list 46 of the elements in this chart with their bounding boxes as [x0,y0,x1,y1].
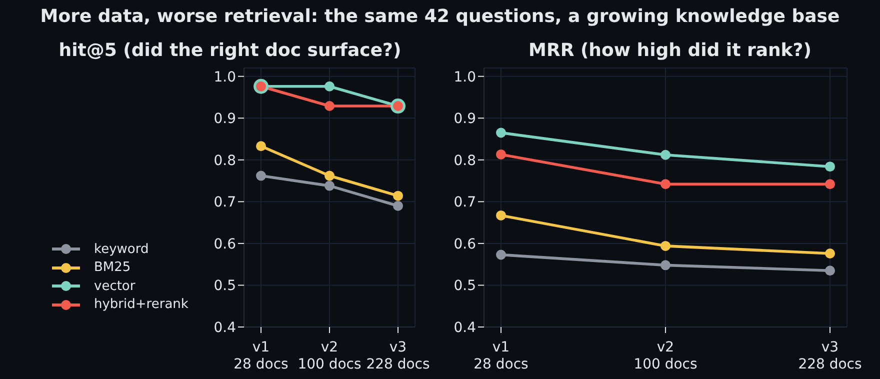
point [496,128,506,138]
legend-label: vector [94,278,136,294]
x-tick-label: v3 228 docs [798,340,862,372]
point [660,150,670,160]
point [660,240,670,251]
point [256,141,266,152]
point [496,210,506,220]
chart-title: MRR (how high did it rank?) [528,40,812,61]
point [393,200,403,211]
x-tick-label: v2 100 docs [634,340,698,372]
point [324,101,334,112]
point [660,260,670,270]
point [496,149,506,160]
text: More data, worse retrieval: the same 42 questions, a growing knowledge base [39,6,841,27]
y-tick-label: 0.5 [454,278,476,294]
point [825,248,835,258]
y-tick-label: 0.9 [454,111,476,128]
y-tick-label: 0.9 [214,111,236,128]
point [496,250,506,260]
point [256,170,266,181]
x-tick-label: v2 100 docs [298,340,362,372]
legend-label: keyword [94,242,149,257]
point [324,170,334,181]
x-tick-label: v1 28 docs [234,340,288,372]
x-tick-label: v1 28 docs [474,340,528,372]
y-tick-label: 0.6 [214,236,236,252]
legend-label: BM25 [94,260,131,276]
y-tick-label: 0.7 [214,194,236,211]
chart-title: hit@5 (did the right doc surface?) [58,40,402,61]
y-tick-label: 0.4 [454,320,476,336]
point [660,179,670,190]
y-tick-label: 0.4 [214,320,236,336]
y-tick-label: 0.6 [454,236,476,252]
point [825,162,835,172]
point [393,190,403,201]
point [825,179,835,190]
y-tick-label: 0.8 [214,152,236,169]
point [324,180,334,191]
y-tick-label: 0.8 [454,152,476,169]
y-tick-label: 0.7 [454,194,476,211]
legend-label: hybrid+rerank [94,297,188,312]
point [825,266,835,276]
x-tick-label: v3 228 docs [366,340,430,372]
y-tick-label: 1.0 [214,69,236,86]
y-tick-label: 0.5 [214,278,236,294]
y-tick-label: 1.0 [454,69,476,86]
